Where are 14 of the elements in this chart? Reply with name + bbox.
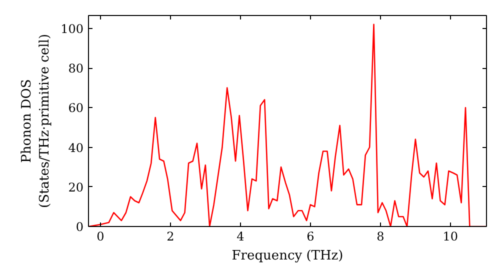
x-tick-label: 4 [236, 230, 245, 244]
x-tick-label: 8 [376, 230, 384, 244]
x-tick-label: 0 [96, 230, 104, 244]
y-tick-label: 0 [76, 220, 84, 234]
y-tick-label: 60 [68, 101, 84, 116]
y-axis-title: Phonon DOS (States/THz·primitive cell) [20, 34, 53, 208]
x-tick-label: 6 [306, 230, 314, 244]
x-tick-label: 2 [166, 230, 174, 244]
y-tick-label: 20 [68, 180, 84, 194]
x-tick-label: 10 [442, 230, 458, 244]
x-axis-title: Frequency (THz) [232, 248, 344, 264]
y-tick-label: 80 [68, 62, 84, 76]
y-tick-label: 100 [60, 22, 84, 36]
y-tick-label: 40 [68, 140, 84, 155]
